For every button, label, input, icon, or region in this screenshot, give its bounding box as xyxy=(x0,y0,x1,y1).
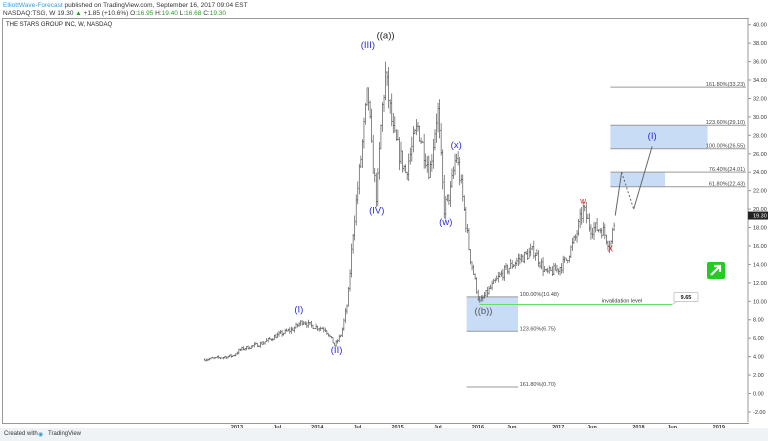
y-tick-label: 36.00 xyxy=(753,60,767,66)
fib-label: 161.80%(33.23) xyxy=(706,82,745,88)
wave-label: (II) xyxy=(331,345,343,356)
fib-label: 76.40%(24.01) xyxy=(709,167,745,173)
y-tick-label: 14.00 xyxy=(753,262,767,268)
author-link[interactable]: ElliottWave-Forecast xyxy=(3,2,63,9)
projection-line xyxy=(633,146,653,210)
projection-dotted-line xyxy=(621,172,635,210)
y-tick-label: 10.00 xyxy=(753,299,767,305)
high: 19.40 xyxy=(161,10,178,17)
wave-label: X xyxy=(608,245,614,254)
y-tick-label: 22.00 xyxy=(753,189,767,195)
fib-label: 123.60%(29.10) xyxy=(706,120,745,126)
y-tick-label: 38.00 xyxy=(753,41,767,47)
fib-label: 61.80%(22.43) xyxy=(709,182,745,188)
tradingview-link[interactable]: TradingView xyxy=(48,431,82,437)
y-tick-label: 0.00 xyxy=(753,392,764,398)
wave-label: (I) xyxy=(648,131,657,142)
wave-label: ((a)) xyxy=(377,31,395,42)
close: 19.30 xyxy=(209,10,227,17)
wave-label: (I) xyxy=(294,304,303,315)
y-tick-label: 8.00 xyxy=(753,318,764,324)
wave-label: (IV) xyxy=(369,206,384,217)
y-tick-label: 30.00 xyxy=(753,115,767,121)
arrow-glyph xyxy=(710,264,722,276)
last-price-tag-label: 19.30 xyxy=(753,214,767,220)
y-tick-label: 2.00 xyxy=(753,373,764,379)
y-tick-label: 12.00 xyxy=(753,281,767,287)
y-tick-label: 34.00 xyxy=(753,78,767,84)
wave-label: w xyxy=(579,197,586,206)
wave-label: (w) xyxy=(439,217,452,228)
y-tick-label: 20.00 xyxy=(753,207,767,213)
wave-label: ((b)) xyxy=(475,306,493,317)
fib-zone-box xyxy=(610,172,665,187)
l-label: L: xyxy=(179,10,186,17)
symbol: NASDAQ:TSG, W xyxy=(3,10,56,17)
support-zone-box xyxy=(466,296,519,332)
y-tick-label: 32.00 xyxy=(753,96,767,102)
fib-label: 123.60%(6.75) xyxy=(520,326,556,332)
y-tick-label: 6.00 xyxy=(753,336,764,342)
fib-label: 161.80%(0.70) xyxy=(520,382,556,388)
c-label: C: xyxy=(203,10,210,17)
ohlc-line: NASDAQ:TSG, W 19.30 ▲ +1.85 (+10.6%) O:1… xyxy=(3,10,226,17)
invalidation-label: invalidation level xyxy=(602,299,642,305)
target-zone-box xyxy=(610,125,708,149)
fib-label: 100.00%(26.55) xyxy=(706,144,745,150)
h-label: H: xyxy=(155,10,162,17)
y-tick-label: 26.00 xyxy=(753,152,767,158)
change: +1.85 (+10.6%) xyxy=(83,10,129,17)
open: 16.95 xyxy=(137,10,154,17)
y-tick-label: -2.00 xyxy=(753,410,766,416)
fib-label: 100.00%(10.48) xyxy=(520,292,559,298)
o-label: O: xyxy=(130,10,138,17)
last-price-tag xyxy=(748,211,768,220)
projection-line xyxy=(614,172,623,216)
chart-title: THE STARS GROUP INC, W, NASDAQ xyxy=(6,22,113,28)
last-price: 19.30 xyxy=(57,10,74,17)
low: 16.68 xyxy=(185,10,202,17)
chart-frame xyxy=(2,18,749,424)
footer: Created with ◉ TradingView xyxy=(0,428,768,441)
invalidation-value: 9.65 xyxy=(681,295,692,301)
up-arrow-icon: ▲ xyxy=(75,10,82,17)
wave-label: (x) xyxy=(451,140,462,151)
y-tick-label: 16.00 xyxy=(753,244,767,250)
y-tick-label: 4.00 xyxy=(753,355,764,361)
publish-info: ElliottWave-Forecast published on Tradin… xyxy=(3,2,248,9)
invalidation-callout xyxy=(673,292,699,303)
y-tick-label: 18.00 xyxy=(753,226,767,232)
y-tick-label: 28.00 xyxy=(753,133,767,139)
y-tick-label: 24.00 xyxy=(753,170,767,176)
wave-label: (III) xyxy=(361,40,375,51)
y-tick-label: 40.00 xyxy=(753,23,767,29)
publish-text: published on TradingView.com, September … xyxy=(64,2,248,9)
created-with: Created with xyxy=(4,431,38,437)
tradingview-logo-icon: ◉ xyxy=(38,432,44,438)
